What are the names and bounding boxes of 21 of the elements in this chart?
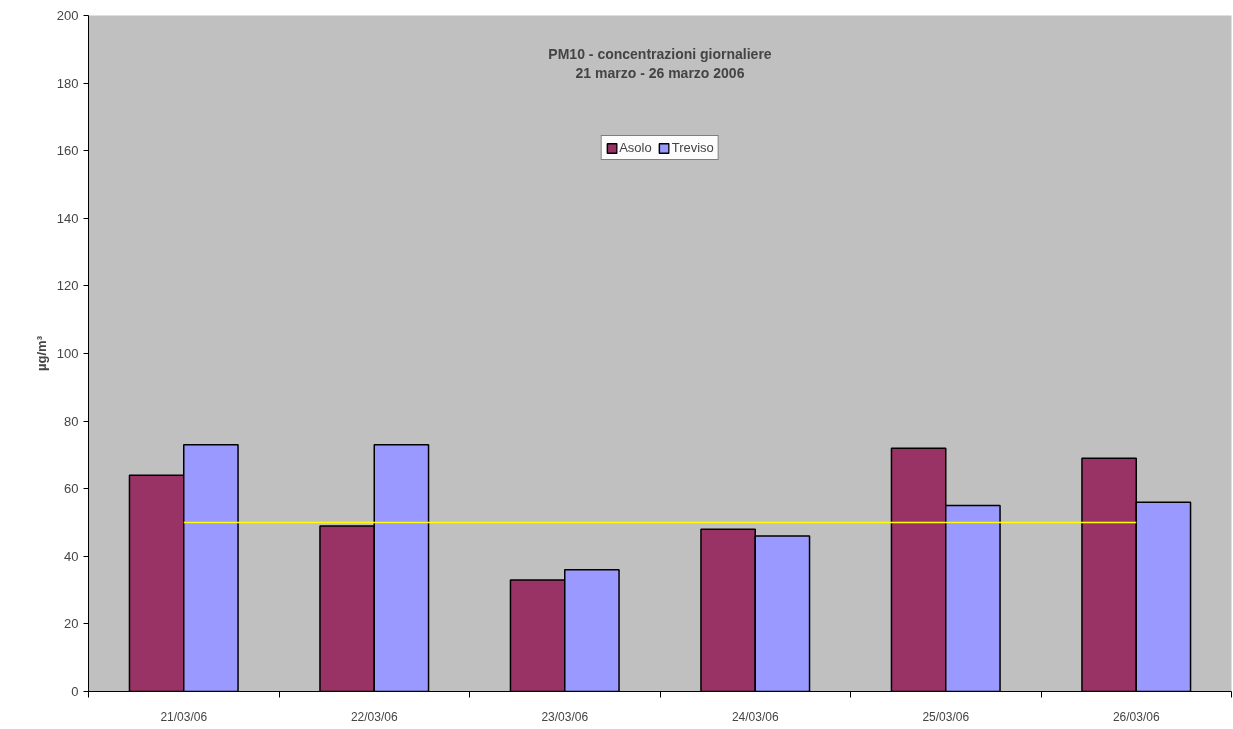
y-tick-label: 140 [56,210,79,226]
y-tick-label: 120 [56,278,79,294]
text: PM10 - concentrazioni giornaliere 21 marzo - 26 marzo 2006 [548,45,772,81]
x-tick-label: 21/03/06 [160,709,208,724]
y-tick-label: 180 [56,75,79,91]
legend-label: Treviso [671,140,714,155]
x-tick-label: 22/03/06 [350,709,398,724]
x-tick-label: 24/03/06 [731,709,779,724]
x-tick-label: 23/03/06 [541,709,589,724]
y-tick-label: 100 [56,346,79,361]
x-tick-label: 26/03/06 [1112,709,1160,724]
y-axis-title: µg/m³ [33,335,49,371]
y-tick-label: 160 [56,143,79,159]
y-tick-label: 0 [71,684,79,699]
y-tick-label: 20 [64,616,79,632]
x-tick-label: 25/03/06 [922,709,970,724]
y-tick-label: 80 [64,413,79,429]
y-tick-label: 40 [64,548,79,564]
y-tick-label: 60 [64,481,79,497]
y-tick-label: 200 [56,8,79,23]
legend-label: Asolo [619,140,652,155]
